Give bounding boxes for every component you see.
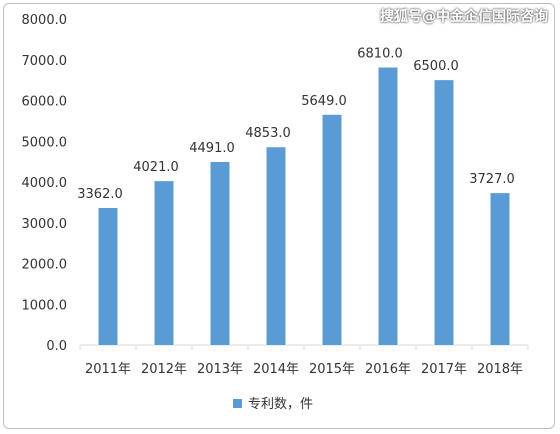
- legend: 专利数，件: [233, 397, 313, 412]
- y-tick-label: 4000.0: [22, 176, 68, 191]
- bar: [98, 207, 118, 345]
- data-label: 3727.0: [469, 172, 515, 187]
- y-tick-label: 6000.0: [22, 95, 68, 110]
- y-tick-label: 2000.0: [22, 258, 68, 273]
- x-tick-label: 2017年: [421, 362, 467, 377]
- y-tick-label: 5000.0: [22, 135, 68, 150]
- x-tick-label: 2014年: [253, 362, 299, 377]
- bar: [322, 114, 342, 345]
- x-tick-label: 2012年: [141, 362, 187, 377]
- legend-label: 专利数，件: [248, 397, 313, 412]
- x-tick-label: 2013年: [197, 362, 243, 377]
- legend-swatch: [233, 399, 242, 408]
- data-label: 6810.0: [357, 46, 403, 61]
- x-tick-label: 2018年: [477, 362, 523, 377]
- y-tick-label: 8000.0: [22, 13, 68, 28]
- x-tick-label: 2016年: [365, 362, 411, 377]
- axis-layer: 0.0 1000.0 2000.0 3000.0 4000.0 5000.0 6000.0 7…: [22, 13, 529, 377]
- bar: [154, 181, 174, 345]
- x-tick-label: 2011年: [85, 362, 131, 377]
- data-label: 6500.0: [413, 59, 459, 74]
- data-label: 4491.0: [189, 141, 235, 156]
- y-tick-label: 3000.0: [22, 217, 68, 232]
- labels-layer: 3362.0 4021.0 4491.0 4853.0 5649.0 6810.0 6500…: [77, 46, 515, 202]
- x-tick-label: 2015年: [309, 362, 355, 377]
- y-tick-label: 7000.0: [22, 54, 68, 69]
- bar: [378, 67, 398, 346]
- watermark: 搜狐号@中金企信国际咨询: [380, 9, 548, 25]
- y-tick-label: 1000.0: [22, 298, 68, 313]
- bar: [266, 147, 286, 345]
- bar: [210, 161, 230, 345]
- bar: [490, 193, 510, 345]
- bars-layer: [98, 67, 510, 346]
- y-tick-label: 0.0: [46, 339, 67, 354]
- data-label: 4021.0: [133, 160, 179, 175]
- data-label: 4853.0: [245, 126, 291, 141]
- data-label: 5649.0: [301, 94, 347, 109]
- bar: [434, 80, 454, 345]
- data-label: 3362.0: [77, 187, 123, 202]
